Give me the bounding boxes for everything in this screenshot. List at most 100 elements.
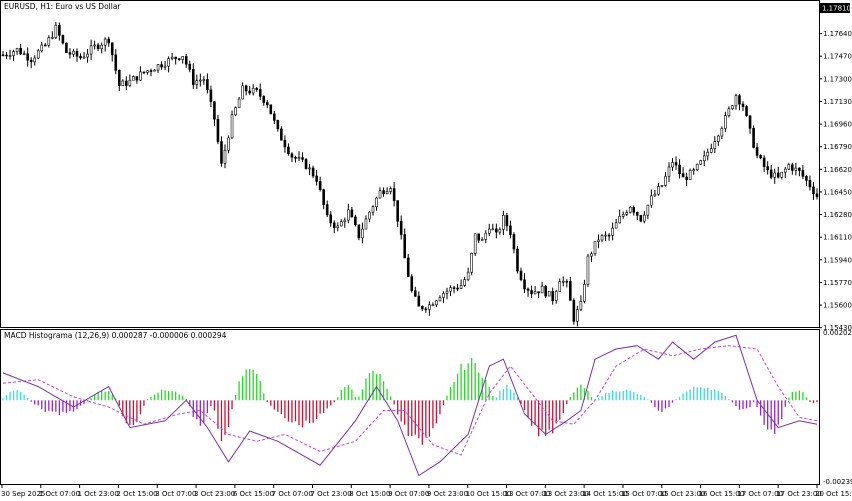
candle-body [149, 70, 153, 72]
candle-body [329, 214, 333, 224]
candle-body [406, 257, 410, 277]
candle-body [628, 207, 632, 213]
candle-body [565, 280, 569, 283]
candle-body [54, 24, 58, 38]
candle-body [600, 235, 604, 241]
candle-body [121, 80, 125, 87]
candle-body [40, 44, 44, 52]
candle-body [191, 69, 195, 85]
candle-body [470, 253, 473, 273]
candle-body [597, 239, 600, 242]
candle-body [657, 186, 660, 195]
candle-body [114, 54, 118, 71]
candle-body [706, 151, 710, 157]
candle-body [269, 104, 273, 115]
candle-body [153, 69, 156, 72]
candle-body [385, 191, 389, 195]
candle-body [762, 157, 766, 167]
candle-body [551, 291, 555, 301]
candle-body [808, 180, 812, 188]
candle-body [227, 137, 230, 151]
candle-body [579, 301, 583, 310]
price-tick-label: 1.15770 [823, 279, 852, 287]
candle-body [621, 214, 625, 217]
candle-body [572, 300, 576, 322]
candle-body [502, 215, 505, 230]
candle-body [332, 222, 336, 229]
candle-body [82, 56, 86, 59]
price-tick-label: 1.15430 [823, 324, 852, 332]
candle-body [301, 157, 304, 160]
candle-body [783, 168, 787, 173]
candle-body [653, 193, 657, 197]
time-tick-label: 16 Oct 15:00 [699, 490, 745, 498]
candle-body [449, 287, 452, 292]
candle-body [167, 58, 170, 67]
candle-body [544, 285, 547, 297]
candle-body [759, 155, 762, 159]
candle-body [667, 166, 671, 177]
candle-body [100, 44, 103, 50]
candle-body [731, 105, 734, 109]
time-tick-label: 14 Oct 15:00 [582, 490, 628, 498]
candle-body [26, 53, 29, 61]
candle-body [650, 195, 653, 206]
candle-body [674, 162, 678, 166]
price-tick-label: 1.16110 [823, 234, 852, 242]
candle-body [583, 284, 586, 302]
candle-body [607, 234, 611, 237]
candle-body [209, 89, 213, 102]
candle-body [660, 185, 664, 187]
candle-body [713, 141, 717, 149]
candle-body [361, 228, 364, 239]
candle-body [188, 63, 192, 70]
candle-body [170, 56, 174, 59]
candle-body [685, 176, 688, 180]
candle-body [382, 190, 385, 195]
candle-body [371, 206, 375, 213]
candle-body [375, 197, 378, 208]
time-tick-label: 1 Oct 07:00 [39, 490, 80, 498]
time-tick-label: 8 Oct 15:00 [349, 490, 390, 498]
candle-body [51, 37, 54, 39]
candle-body [738, 95, 741, 105]
candle-body [554, 291, 558, 301]
candle-body [181, 56, 185, 60]
candle-body [234, 107, 237, 116]
candle-body [343, 219, 347, 222]
price-tick-label: 1.16280 [823, 211, 852, 219]
price-tick-label: 1.16790 [823, 143, 852, 151]
candle-body [435, 300, 438, 306]
candle-body [72, 50, 75, 55]
candle-body [160, 64, 163, 68]
current-price-label: 1.17810 [822, 5, 851, 13]
candle-body [29, 59, 33, 63]
candle-body [417, 295, 421, 307]
time-tick-label: 1 Oct 23:00 [78, 490, 119, 498]
candle-body [273, 113, 276, 121]
price-tick-label: 1.15940 [823, 256, 852, 264]
candle-body [79, 55, 82, 59]
candle-body [576, 309, 579, 322]
candle-body [96, 44, 100, 50]
macd-axis-top-label: 0.002026 [823, 329, 852, 337]
candle-body [593, 241, 597, 255]
candle-body [477, 233, 481, 241]
candle-body [695, 163, 699, 171]
candle-body [392, 188, 396, 201]
candle-body [445, 290, 449, 294]
candle-body [646, 204, 650, 216]
candle-body [727, 108, 731, 116]
macd-line [2, 334, 818, 477]
candle-body [421, 305, 424, 310]
candle-body [354, 216, 357, 226]
candle-body [206, 79, 209, 91]
candle-body [512, 234, 516, 250]
candle-body [702, 155, 706, 162]
candle-body [220, 141, 223, 164]
candle-body [724, 115, 727, 129]
candle-body [241, 85, 244, 100]
candle-body [424, 308, 428, 311]
time-tick-label: 20 Oct 15:00 [815, 490, 852, 498]
candle-body [61, 35, 65, 44]
